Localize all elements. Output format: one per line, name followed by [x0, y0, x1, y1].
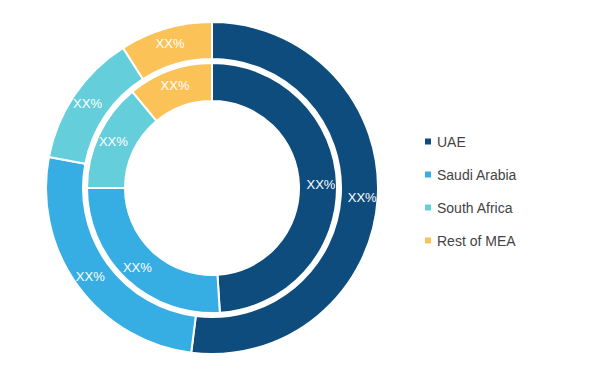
svg-text:XX%: XX% — [306, 177, 335, 192]
svg-text:XX%: XX% — [348, 190, 377, 205]
svg-text:UAE: UAE — [437, 134, 466, 150]
svg-text:Saudi Arabia: Saudi Arabia — [437, 167, 517, 183]
svg-text:South Africa: South Africa — [437, 200, 513, 216]
svg-text:Rest of MEA: Rest of MEA — [437, 233, 516, 249]
svg-text:XX%: XX% — [73, 96, 102, 111]
svg-text:XX%: XX% — [123, 260, 152, 275]
svg-text:XX%: XX% — [76, 269, 105, 284]
svg-text:XX%: XX% — [99, 134, 128, 149]
svg-text:XX%: XX% — [161, 78, 190, 93]
svg-text:XX%: XX% — [156, 36, 185, 51]
